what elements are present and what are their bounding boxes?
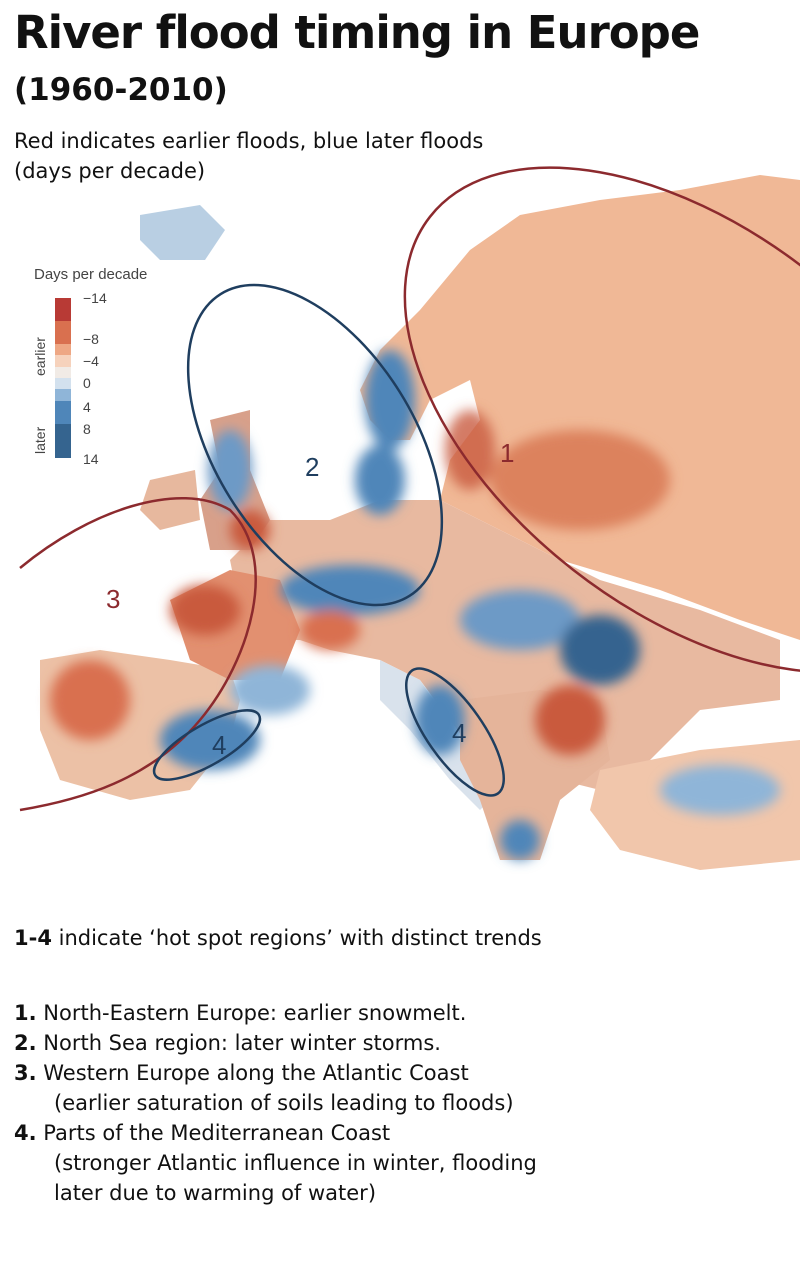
legend-swatch <box>55 377 71 390</box>
legend-later-label: later <box>32 426 48 454</box>
region-outlines <box>19 166 800 812</box>
region-4b-outline <box>404 667 506 797</box>
legend-swatch <box>55 423 71 436</box>
europe-map: 1 2 3 4 4 <box>19 166 800 870</box>
legend-earlier-label: earlier <box>32 337 48 376</box>
hotspot-note: 1-4 indicate ‘hot spot regions’ with dis… <box>14 926 542 950</box>
item-number: 1. <box>14 1001 37 1025</box>
legend-swatch <box>55 355 71 367</box>
subtitle-line: Red indicates earlier floods, blue later… <box>14 129 484 153</box>
item-text: Western Europe along the Atlantic Coast <box>36 1061 469 1085</box>
item-detail: (earlier saturation of soils leading to … <box>54 1091 514 1115</box>
item-text: North-Eastern Europe: earlier snowmelt. <box>36 1001 467 1025</box>
region-label-3: 3 <box>106 584 120 614</box>
subtitle: Red indicates earlier floods, blue later… <box>14 126 483 186</box>
region-4a-outline <box>152 709 262 781</box>
subtitle-line: (days per decade) <box>14 159 206 183</box>
legend-swatch <box>55 343 71 356</box>
item-detail: later due to warming of water) <box>54 1181 377 1205</box>
legend-tick: −8 <box>83 331 99 347</box>
item-text: North Sea region: later winter storms. <box>36 1031 441 1055</box>
trend-patches <box>50 350 780 860</box>
note-text: indicate ‘hot spot regions’ with distinc… <box>51 926 542 950</box>
item-text: Parts of the Mediterranean Coast <box>36 1121 391 1145</box>
region-label-4a: 4 <box>212 730 226 760</box>
region-label-2: 2 <box>305 452 319 482</box>
legend-swatch <box>55 400 71 413</box>
legend-swatch <box>55 309 71 321</box>
legend-swatch <box>55 389 71 401</box>
legend-swatch <box>55 435 71 447</box>
hotspot-item: 1. North-Eastern Europe: earlier snowmel… <box>14 998 537 1028</box>
legend-tick: −4 <box>83 353 99 369</box>
legend-colorbar <box>55 298 71 458</box>
item-detail: (stronger Atlantic influence in winter, … <box>54 1151 537 1175</box>
legend-swatch <box>55 320 71 333</box>
hotspot-item: 4. Parts of the Mediterranean Coast <box>14 1118 537 1148</box>
item-number: 2. <box>14 1031 37 1055</box>
legend-swatch <box>55 298 71 310</box>
legend-tick: 8 <box>83 421 91 437</box>
legend-swatch <box>55 332 71 344</box>
hotspot-item: 2. North Sea region: later winter storms… <box>14 1028 537 1058</box>
legend-tick: −14 <box>83 290 107 306</box>
color-legend: Days per decade earlier later −14 −8 −4 … <box>28 266 188 467</box>
region-2-outline <box>186 283 444 607</box>
legend-swatch <box>55 366 71 378</box>
legend-swatch <box>55 412 71 424</box>
page-title: River flood timing in Europe <box>14 6 700 59</box>
hotspot-list: 1. North-Eastern Europe: earlier snowmel… <box>14 998 537 1208</box>
legend-title: Days per decade <box>34 266 148 283</box>
item-number: 4. <box>14 1121 37 1145</box>
hotspot-item: 3. Western Europe along the Atlantic Coa… <box>14 1058 537 1088</box>
region-3-outline <box>19 497 257 812</box>
note-bold: 1-4 <box>14 926 52 950</box>
region-1-outline <box>403 166 800 674</box>
region-label-4b: 4 <box>452 718 466 748</box>
legend-tick: 14 <box>83 451 99 467</box>
period: (1960-2010) <box>14 72 228 108</box>
item-number: 3. <box>14 1061 37 1085</box>
legend-tick: 0 <box>83 375 91 391</box>
legend-swatch <box>55 446 71 458</box>
region-label-1: 1 <box>500 438 514 468</box>
legend-tick: 4 <box>83 399 91 415</box>
